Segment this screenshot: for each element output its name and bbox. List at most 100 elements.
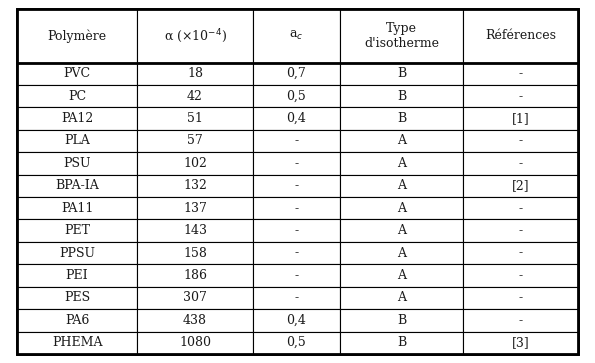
Bar [137,62,252,85]
Text: 18: 18 [187,67,203,80]
Text: 57: 57 [187,134,203,147]
Text: PET: PET [64,224,90,237]
Text: 42: 42 [187,90,203,103]
Text: -: - [294,202,298,215]
Bar [252,309,340,331]
Bar [17,62,137,85]
Text: 438: 438 [183,314,207,327]
Bar [252,62,340,85]
Text: 137: 137 [183,202,207,215]
Bar [463,9,578,62]
Text: Type
d'isotherme: Type d'isotherme [364,22,439,50]
Text: PA11: PA11 [61,202,93,215]
Text: -: - [519,224,523,237]
Text: PVC: PVC [64,67,90,80]
Text: -: - [519,246,523,260]
Text: 0,7: 0,7 [286,67,306,80]
Bar [252,197,340,219]
Bar [340,85,463,107]
Text: PA12: PA12 [61,112,93,125]
Text: A: A [397,179,406,192]
Bar [17,130,137,152]
Text: 132: 132 [183,179,207,192]
Bar [137,152,252,175]
Bar [137,331,252,354]
Bar [17,331,137,354]
Text: A: A [397,202,406,215]
Bar [252,9,340,62]
Bar [17,242,137,264]
Bar [340,130,463,152]
Bar [17,309,137,331]
Bar [252,130,340,152]
Text: 1080: 1080 [179,336,211,349]
Bar [463,107,578,130]
Bar [252,107,340,130]
Text: A: A [397,157,406,170]
Bar [17,9,137,62]
Bar [137,309,252,331]
Bar [252,219,340,242]
Bar [17,107,137,130]
Text: BPA-IA: BPA-IA [55,179,99,192]
Bar [17,197,137,219]
Bar [463,309,578,331]
Bar [137,287,252,309]
Bar [340,219,463,242]
Bar [340,107,463,130]
Bar [252,287,340,309]
Text: B: B [397,336,406,349]
Bar [252,242,340,264]
Text: 102: 102 [183,157,207,170]
Bar [17,264,137,287]
Bar [340,197,463,219]
Text: A: A [397,134,406,147]
Bar [463,85,578,107]
Text: A: A [397,224,406,237]
Bar [463,264,578,287]
Bar [137,107,252,130]
Text: -: - [294,246,298,260]
Bar [463,130,578,152]
Text: B: B [397,90,406,103]
Bar [463,219,578,242]
Text: -: - [519,291,523,305]
Text: A: A [397,269,406,282]
Text: -: - [519,314,523,327]
Text: 0,5: 0,5 [286,90,306,103]
Bar [340,9,463,62]
Text: PPSU: PPSU [59,246,95,260]
Bar [340,62,463,85]
Text: 0,5: 0,5 [286,336,306,349]
Text: 0,4: 0,4 [286,112,306,125]
Text: -: - [294,134,298,147]
Text: PHEMA: PHEMA [52,336,102,349]
Text: [2]: [2] [512,179,530,192]
Bar [463,331,578,354]
Text: Références: Références [486,29,556,42]
Bar [252,331,340,354]
Bar [463,175,578,197]
Bar [340,175,463,197]
Bar [340,309,463,331]
Bar [340,152,463,175]
Bar [463,242,578,264]
Text: -: - [294,269,298,282]
Bar [17,85,137,107]
Bar [17,219,137,242]
Bar [137,130,252,152]
Bar [137,219,252,242]
Text: 186: 186 [183,269,207,282]
Bar [252,85,340,107]
Text: PSU: PSU [63,157,91,170]
Text: 307: 307 [183,291,207,305]
Bar [17,152,137,175]
Bar [252,264,340,287]
Text: PEI: PEI [65,269,88,282]
Bar [137,175,252,197]
Text: -: - [294,291,298,305]
Bar [252,175,340,197]
Text: -: - [294,224,298,237]
Text: a$_c$: a$_c$ [289,29,303,42]
Text: -: - [519,134,523,147]
